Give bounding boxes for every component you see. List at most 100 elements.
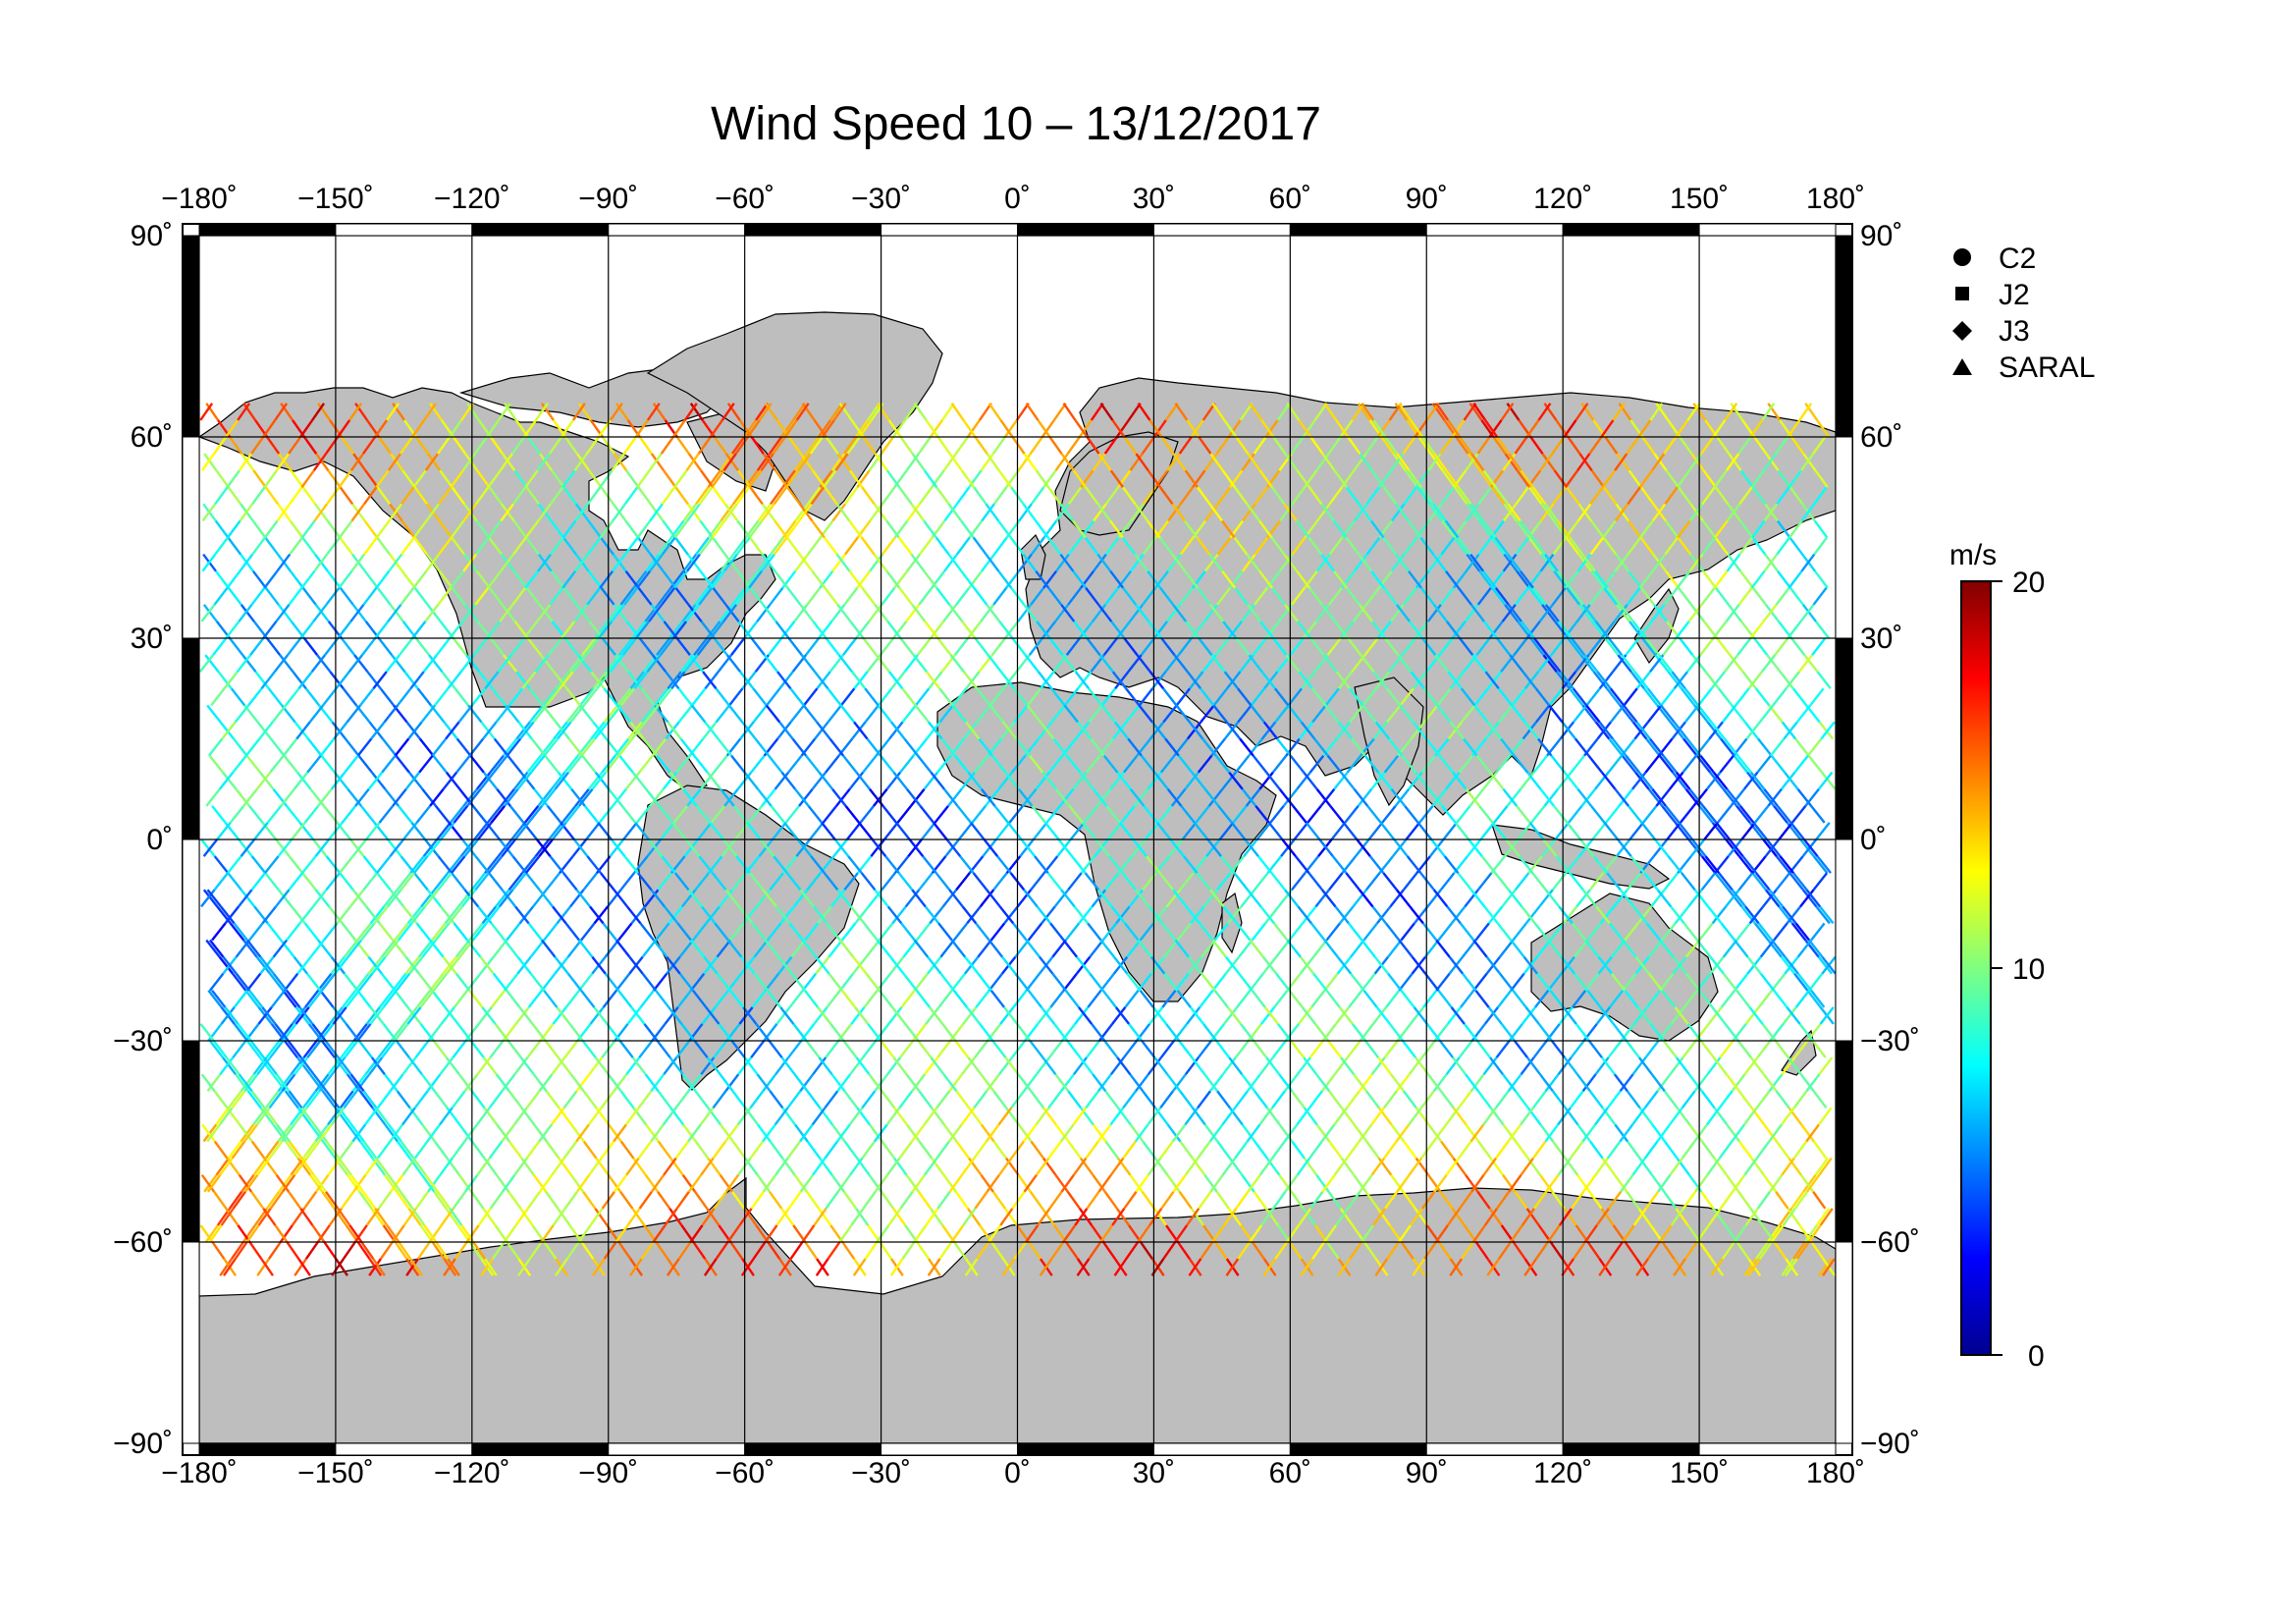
track-segment (1673, 671, 1688, 689)
track-segment (1651, 788, 1667, 807)
track-segment (1023, 1073, 1038, 1092)
track-segment (838, 972, 855, 992)
track-segment (1155, 822, 1172, 840)
track-segment (379, 687, 395, 707)
track-segment (303, 805, 320, 824)
track-segment (1217, 805, 1233, 824)
track-segment (414, 637, 431, 656)
track-segment (1068, 805, 1084, 824)
track-segment (1174, 1224, 1189, 1243)
track-segment (1363, 637, 1379, 656)
track-segment (750, 1040, 766, 1058)
track-segment (339, 1090, 354, 1109)
track-segment (1661, 1241, 1676, 1260)
track-segment (1515, 1140, 1529, 1160)
track-segment (1333, 1107, 1348, 1126)
track-segment (805, 1191, 821, 1210)
track-segment (1786, 1006, 1801, 1025)
track-segment (213, 855, 230, 874)
track-segment (486, 419, 501, 438)
track-segment (1275, 939, 1291, 958)
track-segment (1297, 905, 1312, 925)
track-segment (712, 1140, 727, 1160)
track-segment (681, 1173, 697, 1193)
track-segment (213, 587, 229, 606)
track-segment (868, 604, 883, 622)
track-segment (684, 839, 701, 857)
track-segment (573, 604, 589, 622)
track-segment (666, 1258, 680, 1276)
track-segment (862, 1040, 878, 1058)
track-segment (827, 1241, 841, 1260)
track-segment (1234, 754, 1251, 774)
track-segment (1249, 403, 1263, 421)
track-segment (1481, 519, 1497, 539)
track-segment (1029, 1191, 1043, 1210)
track-segment (282, 737, 298, 757)
track-segment (1148, 1006, 1164, 1025)
track-segment (1255, 822, 1272, 840)
track-segment (589, 905, 605, 925)
track-segment (1572, 687, 1588, 707)
track-segment (356, 922, 372, 942)
track-segment (1542, 654, 1558, 673)
track-segment (1358, 503, 1372, 522)
track-segment (774, 1157, 789, 1176)
track-segment (1402, 872, 1418, 891)
track-segment (1387, 972, 1403, 992)
track-segment (757, 503, 772, 522)
track-segment (501, 889, 517, 908)
track-segment (238, 1173, 253, 1193)
track-segment (301, 486, 317, 506)
track-segment (731, 436, 746, 455)
track-segment (438, 569, 454, 589)
track-segment (394, 922, 409, 942)
track-segment (1488, 1208, 1503, 1226)
track-segment (714, 922, 729, 942)
track-segment (1681, 1090, 1696, 1109)
track-segment (997, 1157, 1013, 1176)
track-segment (1598, 721, 1614, 740)
track-segment (1376, 1208, 1391, 1226)
track-segment (1088, 704, 1103, 724)
track-segment (1531, 872, 1547, 891)
track-segment (573, 453, 588, 471)
track-segment (1800, 453, 1815, 471)
track-segment (898, 1140, 913, 1160)
track-segment (1597, 955, 1613, 975)
track-segment (385, 654, 400, 673)
track-segment (462, 503, 477, 522)
track-segment (391, 1224, 405, 1243)
track-segment (1123, 637, 1139, 656)
track-segment (923, 519, 937, 539)
track-segment (1772, 687, 1788, 707)
track-segment (1614, 788, 1629, 807)
track-segment (949, 654, 965, 673)
track-segment (1785, 1258, 1798, 1276)
track-segment (1203, 788, 1220, 807)
track-segment (1749, 1056, 1765, 1075)
track-segment (1059, 1123, 1075, 1143)
track-segment (1720, 737, 1735, 757)
track-segment (317, 972, 333, 992)
track-segment (1669, 771, 1684, 790)
track-segment (743, 1208, 758, 1226)
track-segment (1627, 1140, 1641, 1160)
track-segment (1462, 939, 1477, 958)
track-segment (306, 972, 322, 992)
track-segment (519, 1208, 534, 1226)
track-segment (232, 754, 247, 774)
track-segment (1093, 503, 1107, 522)
track-segment (487, 569, 503, 589)
track-segment (594, 721, 610, 740)
track-segment (386, 403, 400, 421)
track-segment (1111, 1208, 1126, 1226)
track-segment (223, 1258, 237, 1276)
track-segment (1072, 569, 1088, 589)
track-segment (353, 654, 369, 673)
track-segment (563, 1040, 579, 1058)
track-segment (905, 1123, 921, 1143)
track-segment (918, 587, 934, 606)
track-segment (985, 503, 1000, 522)
track-segment (396, 1191, 410, 1210)
